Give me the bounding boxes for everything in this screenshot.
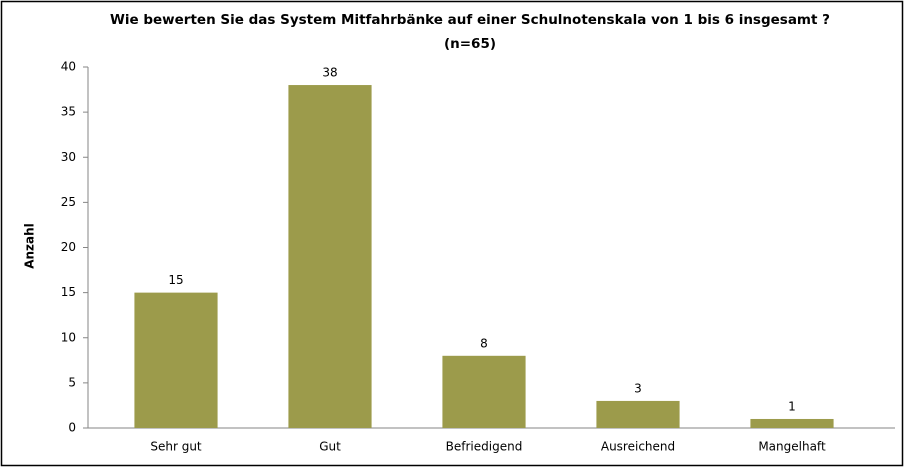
y-tick-label: 35 (61, 105, 76, 119)
x-tick-label: Ausreichend (601, 440, 675, 454)
y-tick-label: 40 (61, 60, 76, 74)
y-tick-label: 20 (61, 240, 76, 254)
data-label: 8 (480, 336, 488, 350)
y-tick-label: 30 (61, 150, 76, 164)
x-tick-label: Gut (319, 440, 341, 454)
data-label: 1 (788, 399, 796, 413)
data-label: 38 (322, 66, 337, 80)
y-tick-label: 0 (68, 421, 76, 435)
x-tick-label: Mangelhaft (758, 440, 826, 454)
y-tick-label: 15 (61, 285, 76, 299)
data-label: 15 (168, 273, 183, 287)
chart-subtitle: (n=65) (444, 36, 496, 52)
chart-title: Wie bewerten Sie das System Mitfahrbänke… (110, 12, 830, 28)
data-label: 3 (634, 381, 642, 395)
bar (288, 85, 372, 429)
x-tick-label: Sehr gut (150, 440, 202, 454)
bar (750, 418, 834, 428)
y-tick-label: 10 (61, 330, 76, 344)
x-tick-label: Befriedigend (446, 440, 523, 454)
y-axis-label: Anzahl (23, 223, 37, 269)
y-tick-label: 5 (68, 375, 76, 389)
y-tick-label: 25 (61, 195, 76, 209)
bar (134, 292, 218, 428)
bar (596, 400, 680, 428)
bar (442, 355, 526, 428)
